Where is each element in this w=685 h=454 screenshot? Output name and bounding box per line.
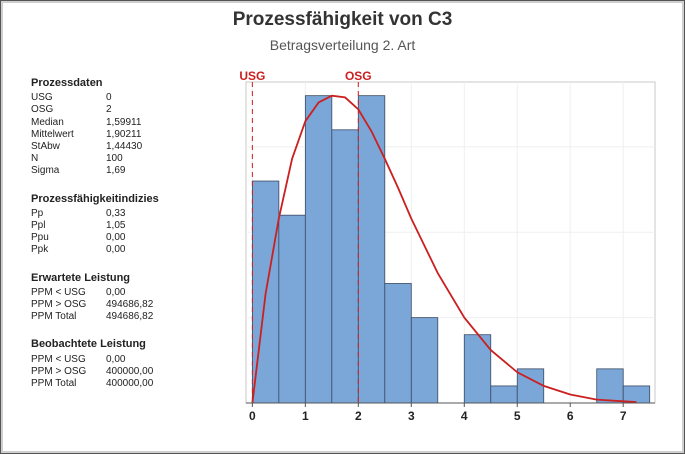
- stat-row: OSG 2: [31, 104, 176, 116]
- histogram-bar: [304, 95, 333, 404]
- stat-label: Median: [31, 116, 64, 128]
- stat-label: N: [31, 153, 39, 165]
- stat-value: 494686,82: [106, 311, 154, 323]
- spec-limit-label: OSG: [345, 69, 372, 83]
- histogram-bar: [596, 368, 624, 404]
- stat-label: Ppu: [31, 232, 49, 244]
- x-tick-label: 5: [514, 409, 521, 423]
- stat-value: 2: [106, 104, 112, 116]
- stat-row: PPM Total 494686,82: [31, 311, 176, 323]
- stat-value: 1,44430: [106, 141, 143, 153]
- histogram-bar: [278, 214, 306, 404]
- x-tick-label: 7: [620, 409, 627, 423]
- stat-value: 0,00: [106, 286, 126, 298]
- stat-value: 400000,00: [106, 378, 154, 390]
- histogram-bar: [410, 317, 439, 404]
- stat-row: Mittelwert 1,90211: [31, 129, 176, 141]
- histogram-bar: [331, 129, 359, 404]
- stat-label: Mittelwert: [31, 128, 74, 140]
- x-tick-label: 0: [249, 409, 256, 423]
- section-heading: Prozessdaten: [31, 77, 103, 89]
- stat-label: PPM Total: [31, 311, 77, 323]
- stat-row: Sigma 1,69: [31, 165, 176, 177]
- x-tick-label: 3: [408, 409, 415, 423]
- chart-subtitle: Betragsverteilung 2. Art: [269, 37, 416, 53]
- stat-label: USG: [31, 92, 53, 104]
- stat-label: OSG: [31, 104, 54, 116]
- stat-value: 0,33: [106, 207, 126, 219]
- histogram-bar: [357, 95, 386, 404]
- stat-value: 1,05: [106, 220, 126, 232]
- stat-row: PPM > OSG 400000,00: [31, 366, 176, 378]
- fitted-distribution-line: [251, 94, 637, 404]
- stat-value: 1,69: [106, 165, 126, 177]
- stat-value: 400000,00: [106, 365, 154, 377]
- x-tick-label: 1: [302, 409, 309, 423]
- stat-value: 494686,82: [106, 299, 154, 311]
- histogram-bar: [384, 283, 412, 404]
- stat-label: Pp: [31, 207, 44, 219]
- x-tick-label: 4: [461, 409, 468, 423]
- statistics-panel: Prozessdaten USG 0 OSG 2 Median 1,59911 Mittelw…: [31, 77, 176, 405]
- stat-row: PPM < USG 0,00: [31, 354, 176, 366]
- stat-row: Median 1,59911: [31, 117, 176, 129]
- chart-title: Prozessfähigkeit von C3: [232, 9, 453, 30]
- histogram-bar: [622, 385, 651, 404]
- stat-value: 100: [106, 153, 123, 165]
- section-heading: Erwartete Leistung: [31, 271, 131, 284]
- stat-label: PPM < USG: [31, 286, 86, 298]
- stat-row: PPM < USG 0,00: [31, 287, 176, 299]
- stat-label: Ppk: [31, 244, 49, 256]
- stat-value: 1,59911: [106, 116, 142, 128]
- histogram-bar: [463, 334, 492, 404]
- stat-row: Ppk 0,00: [31, 244, 176, 256]
- stat-row: Pp 0,33: [31, 208, 176, 220]
- stat-row: USG 0: [31, 92, 176, 104]
- x-tick-label: 2: [355, 409, 362, 423]
- stat-value: 0: [106, 92, 112, 104]
- stats-section: Beobachtete Leistung PPM < USG 0,00 PPM > O…: [31, 338, 176, 390]
- stats-section: Prozessdaten USG 0 OSG 2 Median 1,59911 Mittelw…: [31, 77, 176, 178]
- stat-label: Ppl: [31, 220, 46, 232]
- stat-label: StAbw: [31, 141, 60, 153]
- section-heading: Prozessfähigkeitindizies: [31, 192, 159, 205]
- stat-row: Ppu 0,00: [31, 232, 176, 244]
- stats-section: Erwartete Leistung PPM < USG 0,00 PPM > OSG…: [31, 272, 176, 324]
- x-tick-label: 6: [567, 409, 574, 423]
- stat-value: 0,00: [106, 232, 126, 244]
- stat-value: 0,00: [106, 353, 126, 365]
- stat-row: PPM Total 400000,00: [31, 378, 176, 390]
- stat-row: N 100: [31, 153, 176, 165]
- spec-limit-label: USG: [239, 69, 265, 83]
- histogram-bar: [490, 385, 518, 404]
- stat-value: 1,90211: [106, 128, 142, 140]
- stat-row: PPM > OSG 494686,82: [31, 299, 176, 311]
- stat-label: Sigma: [31, 165, 60, 177]
- stat-label: PPM > OSG: [31, 365, 87, 377]
- stat-value: 0,00: [106, 244, 126, 256]
- stat-row: StAbw 1,44430: [31, 141, 176, 153]
- stat-label: PPM < USG: [31, 353, 86, 365]
- stat-row: Ppl 1,05: [31, 220, 176, 232]
- stats-section: Prozessfähigkeitindizies Pp 0,33 Ppl 1,05 Ppu…: [31, 193, 176, 257]
- stat-label: PPM Total: [31, 378, 77, 390]
- stat-label: PPM > OSG: [31, 299, 87, 311]
- section-heading: Beobachtete Leistung: [31, 338, 146, 351]
